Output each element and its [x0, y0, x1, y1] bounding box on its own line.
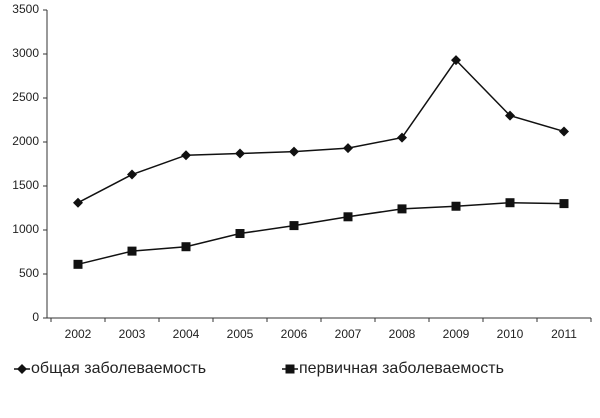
- diamond-marker: [73, 197, 83, 208]
- x-tick-label: 2011: [551, 327, 577, 341]
- x-tick-label: 2002: [65, 327, 92, 341]
- series-line: [77, 201, 565, 266]
- series-line: [77, 58, 565, 204]
- diamond-marker: [235, 148, 245, 159]
- y-tick-label: 3000: [12, 46, 39, 60]
- diamond-marker: [343, 143, 353, 154]
- square-marker: [451, 201, 461, 211]
- diamond-marker: [289, 146, 299, 157]
- square-marker: [235, 229, 245, 239]
- legend-label: общая заболеваемость: [31, 360, 206, 377]
- square-marker: [505, 198, 515, 208]
- square-marker: [397, 204, 407, 214]
- x-tick-label: 2004: [173, 327, 200, 341]
- square-marker: [285, 364, 295, 374]
- square-marker: [343, 212, 353, 222]
- x-tick-label: 2009: [443, 327, 470, 341]
- y-tick-label: 1500: [12, 178, 39, 192]
- square-marker: [289, 221, 299, 231]
- x-tick-label: 2006: [281, 327, 308, 341]
- square-marker: [181, 242, 191, 252]
- y-tick-label: 2000: [12, 134, 39, 148]
- square-marker: [127, 246, 137, 256]
- x-tick-label: 2008: [389, 327, 416, 341]
- x-tick-label: 2003: [119, 327, 146, 341]
- y-tick-label: 2500: [12, 90, 39, 104]
- diamond-marker: [397, 132, 407, 143]
- legend-label: первичная заболеваемость: [299, 360, 504, 377]
- x-tick-label: 2010: [497, 327, 524, 341]
- x-tick-label: 2007: [335, 327, 362, 341]
- diamond-marker: [559, 126, 569, 137]
- y-tick-label: 3500: [12, 2, 39, 16]
- diamond-marker: [181, 150, 191, 161]
- diamond-marker: [17, 364, 27, 374]
- y-tick-label: 0: [32, 310, 39, 324]
- y-tick-label: 500: [19, 266, 39, 280]
- diamond-marker: [505, 110, 515, 121]
- y-tick-label: 1000: [12, 222, 39, 236]
- diamond-marker: [451, 55, 461, 66]
- diamond-marker: [127, 169, 137, 180]
- x-tick-label: 2005: [227, 327, 254, 341]
- square-marker: [559, 199, 569, 209]
- square-marker: [73, 259, 83, 269]
